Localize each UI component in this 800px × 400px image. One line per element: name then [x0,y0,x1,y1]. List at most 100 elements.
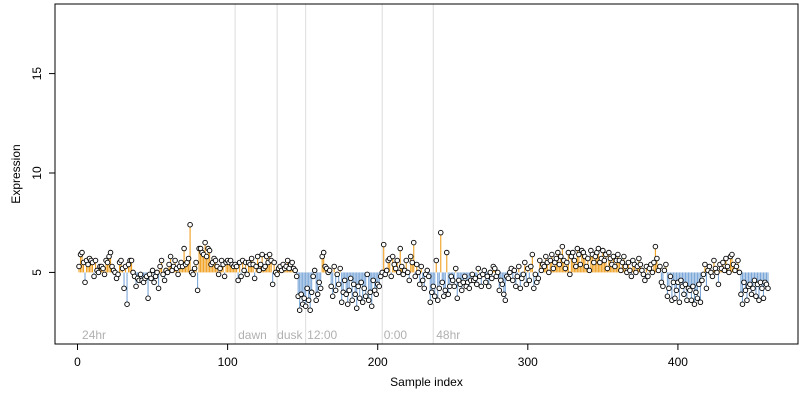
data-point [621,253,627,260]
region-label: dusk [277,328,303,342]
data-point [532,271,539,278]
data-point [155,285,162,292]
data-point [424,267,431,274]
data-point [221,273,228,280]
data-point [444,249,450,256]
data-point [733,263,740,270]
data-point [394,257,400,264]
data-point [388,273,394,280]
data-point [570,249,576,256]
data-point [681,291,687,298]
data-point [441,293,447,300]
data-point [133,283,139,290]
data-point [397,245,403,252]
data-point [462,273,468,280]
data-point [335,281,342,288]
data-point [723,255,729,262]
data-point [338,299,345,305]
data-point [326,267,333,274]
data-point [474,281,480,288]
data-point [687,287,693,294]
data-point [406,277,412,284]
x-tick-label: 400 [668,355,688,369]
data-point [666,285,672,292]
region-label: 24hr [82,328,106,342]
data-point [556,261,563,268]
data-point [316,279,322,286]
data-point [151,279,157,286]
data-point [744,297,750,304]
data-point [438,229,444,236]
data-point [311,267,318,274]
data-point [664,293,671,300]
data-point [642,277,648,284]
data-point [233,263,240,270]
data-point [549,251,555,258]
data-point [541,263,548,270]
data-point [82,279,88,286]
data-point [343,291,349,298]
data-point [496,287,503,294]
data-point [694,295,701,302]
data-point [637,261,644,268]
data-point [160,271,166,278]
data-point [451,283,458,290]
data-point [92,257,99,264]
data-point [486,283,492,290]
data-point [206,247,213,254]
data-point [115,271,121,278]
data-point [492,265,498,272]
data-point [615,251,621,258]
data-point [395,269,402,276]
data-point [697,299,704,305]
data-point [516,263,522,270]
data-point [567,271,573,278]
data-point [672,295,678,302]
data-point [427,299,434,305]
data-point [546,269,552,276]
data-point [409,259,415,266]
data-point [657,263,663,270]
data-point [651,259,657,266]
data-point [368,303,375,309]
region-label: 48hr [436,328,460,342]
data-point [317,285,324,292]
data-point [419,277,426,284]
data-point [757,279,764,286]
y-tick-label: 15 [30,67,44,81]
data-point [362,293,369,300]
data-point [547,257,554,264]
data-point [583,263,590,270]
data-point [293,273,300,280]
data-point [349,297,355,304]
data-point [759,285,765,292]
data-point [661,267,668,274]
data-point [604,265,611,272]
data-point [341,277,348,284]
data-point [314,291,321,298]
data-point [622,263,629,270]
data-point [489,275,495,282]
data-point [535,275,542,282]
data-point [329,293,336,300]
data-point [501,291,507,298]
data-point [729,251,735,258]
data-point [649,269,656,276]
data-point [305,297,312,304]
data-point [700,271,707,278]
data-point [709,273,716,280]
data-point [748,291,755,298]
data-point [526,277,533,284]
data-point [426,273,432,280]
data-point [678,277,684,284]
data-point [235,277,241,284]
data-point [373,291,379,298]
data-point [241,267,247,274]
data-point [571,257,578,264]
data-point [645,273,651,280]
data-point [107,249,114,256]
data-point [259,251,265,258]
data-point [215,271,222,278]
data-point [652,243,659,250]
data-point [691,301,698,307]
